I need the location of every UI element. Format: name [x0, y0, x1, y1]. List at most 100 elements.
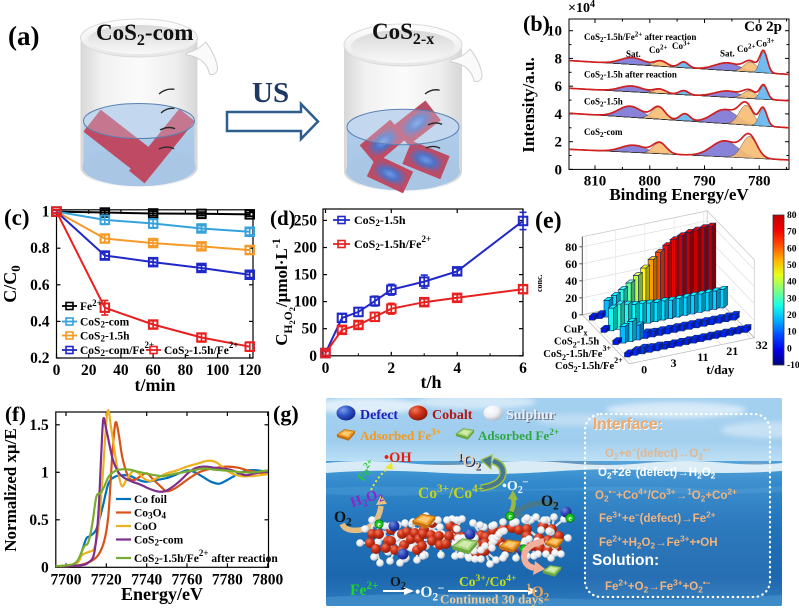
svg-text:0.2: 0.2 — [30, 350, 50, 367]
svg-text:810: 810 — [584, 173, 607, 189]
svg-text:1O2: 1O2 — [526, 582, 550, 603]
svg-text:2: 2 — [387, 360, 395, 377]
svg-text:Sat.: Sat. — [626, 49, 641, 59]
svg-text:8: 8 — [555, 51, 563, 67]
svg-text:7760: 7760 — [172, 571, 203, 588]
svg-text:(d): (d) — [270, 206, 296, 230]
svg-text:2: 2 — [555, 135, 563, 151]
svg-text:CoS2-1.5h/Fe2+ after reaction: CoS2-1.5h/Fe2+ after reaction — [134, 548, 278, 566]
svg-text:O2: O2 — [334, 509, 352, 528]
svg-text:80: 80 — [565, 240, 577, 254]
svg-text:-10: -10 — [787, 361, 799, 371]
svg-text:80: 80 — [787, 211, 797, 221]
svg-text:1O2: 1O2 — [457, 451, 481, 472]
svg-text:Energy/eV: Energy/eV — [121, 584, 203, 604]
svg-text:CoS2-1.5h/Fe2+: CoS2-1.5h/Fe2+ — [555, 356, 623, 374]
svg-text:21: 21 — [726, 344, 738, 358]
svg-text:0: 0 — [641, 362, 647, 376]
svg-text:O2+2e–(defect)→H2O2: O2+2e–(defect)→H2O2 — [598, 464, 716, 481]
svg-text:Co3+/Co4+: Co3+/Co4+ — [418, 483, 484, 502]
svg-text:0: 0 — [322, 360, 330, 377]
svg-text:Cobalt: Cobalt — [432, 408, 473, 423]
svg-text:70: 70 — [787, 228, 797, 238]
svg-text:10: 10 — [787, 328, 797, 338]
svg-text:Co3+/Co4+: Co3+/Co4+ — [459, 573, 517, 589]
svg-text:US: US — [252, 77, 289, 109]
svg-text:O2: O2 — [390, 575, 406, 592]
svg-text:32: 32 — [756, 338, 768, 352]
svg-text:0: 0 — [555, 162, 563, 178]
svg-text:O2: O2 — [541, 493, 559, 512]
svg-text:780: 780 — [748, 173, 771, 189]
svg-text:Defect: Defect — [360, 408, 398, 423]
svg-text:Co3+: Co3+ — [672, 40, 691, 52]
svg-text:CoS2-1.5h after reaction: CoS2-1.5h after reaction — [584, 70, 677, 82]
svg-text:C/C0: C/C0 — [0, 265, 23, 303]
svg-text:CoS2-com: CoS2-com — [584, 127, 623, 139]
svg-text:4: 4 — [555, 107, 563, 123]
svg-text:CoS2-1.5h: CoS2-1.5h — [354, 213, 406, 228]
svg-text:Sulphur: Sulphur — [507, 409, 556, 424]
svg-text:Sulphur: Sulphur — [506, 408, 555, 423]
svg-text:Co3O4: Co3O4 — [134, 508, 167, 521]
svg-text:CoS2-1.5h/Fe2+ after reaction: CoS2-1.5h/Fe2+ after reaction — [584, 31, 696, 45]
svg-text:t/day: t/day — [706, 362, 735, 377]
svg-text:H2O2: H2O2 — [348, 486, 385, 513]
svg-text:Binding Energy/eV: Binding Energy/eV — [609, 185, 749, 204]
svg-text:1: 1 — [41, 464, 49, 481]
svg-text:40: 40 — [787, 278, 797, 288]
svg-text:Adsorbed Fe3+: Adsorbed Fe3+ — [360, 428, 441, 443]
svg-text:Co 2p: Co 2p — [744, 19, 782, 35]
svg-text:20: 20 — [81, 362, 97, 379]
svg-text:Sat.: Sat. — [720, 49, 735, 59]
svg-text:CuPx: CuPx — [564, 324, 588, 337]
svg-text:0: 0 — [53, 362, 61, 379]
svg-text:20: 20 — [787, 311, 797, 321]
svg-text:11: 11 — [697, 350, 708, 364]
svg-text:•OH: •OH — [384, 450, 412, 466]
svg-text:100: 100 — [206, 362, 230, 379]
svg-text:e: e — [508, 512, 512, 521]
svg-text:Interface:: Interface: — [593, 416, 663, 433]
svg-text:40: 40 — [113, 362, 129, 379]
svg-text:Solution:: Solution: — [592, 552, 659, 569]
svg-text:(a): (a) — [8, 21, 39, 51]
svg-text:7780: 7780 — [212, 571, 243, 588]
svg-text:Co2+: Co2+ — [649, 44, 668, 56]
svg-text:CoO: CoO — [134, 521, 157, 533]
svg-text:0.5: 0.5 — [29, 512, 49, 529]
svg-text:O2+e–(defect)→O2•–: O2+e–(defect)→O2•– — [605, 445, 711, 462]
svg-text:250: 250 — [294, 212, 318, 229]
svg-text:60: 60 — [787, 244, 797, 254]
svg-text:790: 790 — [693, 173, 716, 189]
svg-text:7720: 7720 — [91, 571, 122, 588]
svg-text:Adsorbed Fe2+: Adsorbed Fe2+ — [478, 428, 559, 443]
svg-text:Co3+: Co3+ — [756, 37, 775, 49]
svg-text:conc.: conc. — [535, 274, 544, 292]
svg-text:CoS2-1.5h: CoS2-1.5h — [584, 97, 623, 109]
svg-text:0: 0 — [787, 344, 792, 354]
svg-text:t/min: t/min — [134, 375, 175, 395]
svg-text:(b): (b) — [523, 11, 550, 36]
svg-text:50: 50 — [302, 321, 318, 338]
svg-text:CoS2-x: CoS2-x — [372, 19, 434, 48]
svg-text:60: 60 — [145, 362, 161, 379]
svg-text:CoS2-1.5h/Fe2+: CoS2-1.5h/Fe2+ — [164, 340, 239, 358]
svg-text:4: 4 — [453, 360, 461, 377]
svg-text:CoS2-1.5h: CoS2-1.5h — [80, 331, 130, 344]
svg-text:O2•–+Co4+/Co3+→1O2+Co2+: O2•–+Co4+/Co3+→1O2+Co2+ — [595, 487, 737, 504]
svg-text:150: 150 — [294, 267, 318, 284]
svg-text:0.8: 0.8 — [30, 240, 50, 257]
svg-text:50: 50 — [787, 261, 797, 271]
svg-text:•O2–: •O2– — [415, 582, 444, 603]
svg-text:(c): (c) — [4, 205, 30, 230]
svg-text:200: 200 — [294, 240, 318, 257]
svg-text:Co foil: Co foil — [134, 494, 167, 506]
svg-text:CoS2-com: CoS2-com — [96, 20, 193, 49]
svg-text:Normalized xμ/E: Normalized xμ/E — [1, 428, 20, 551]
svg-text:1: 1 — [42, 204, 50, 221]
svg-text:1.5: 1.5 — [29, 417, 49, 434]
svg-text:Continued 30 days: Continued 30 days — [440, 592, 543, 607]
svg-text:20: 20 — [565, 291, 577, 305]
svg-text:Intensity/a.u.: Intensity/a.u. — [520, 57, 538, 152]
